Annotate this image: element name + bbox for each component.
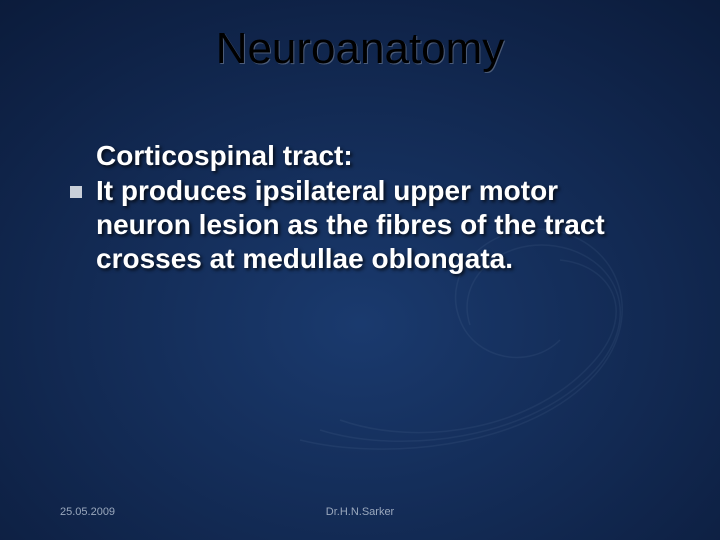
- slide: Neuroanatomy Corticospinal tract: It pro…: [0, 0, 720, 540]
- bullet-text: It produces ipsilateral upper motor neur…: [96, 174, 660, 276]
- bullet-item: It produces ipsilateral upper motor neur…: [70, 174, 660, 276]
- subheading: Corticospinal tract:: [96, 140, 660, 172]
- slide-body: Corticospinal tract: It produces ipsilat…: [70, 140, 660, 276]
- slide-title: Neuroanatomy: [0, 24, 720, 74]
- square-bullet-icon: [70, 186, 82, 198]
- footer-author: Dr.H.N.Sarker: [0, 506, 720, 518]
